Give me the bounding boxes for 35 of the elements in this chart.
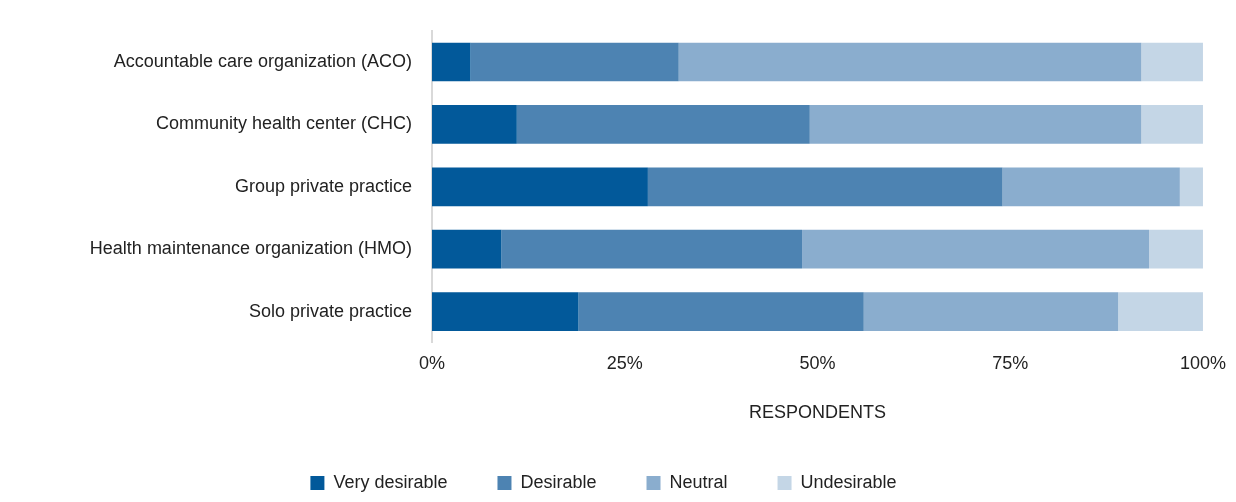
legend-label: Very desirable — [333, 471, 448, 492]
x-axis-title: RESPONDENTS — [748, 402, 887, 423]
x-tick-label: 0% — [418, 352, 446, 373]
bar — [1141, 105, 1203, 144]
legend-label: Neutral — [669, 471, 728, 492]
y-tick-label: Accountable care organization (ACO) — [113, 50, 412, 71]
bar — [470, 42, 679, 82]
bar — [501, 229, 803, 269]
y-tick-label: Solo private practice — [248, 300, 412, 321]
bar — [863, 292, 1119, 331]
bar — [1118, 292, 1203, 331]
bar — [1179, 167, 1203, 207]
legend-label: Undesirable — [800, 471, 897, 492]
bar — [432, 42, 471, 82]
bar — [678, 42, 1142, 82]
bar — [809, 105, 1142, 144]
bar — [1141, 42, 1203, 82]
bar — [1002, 167, 1180, 207]
x-tick-label: 50% — [799, 352, 836, 373]
bar — [432, 167, 648, 207]
bar — [802, 229, 1150, 269]
bar — [432, 292, 579, 331]
bar — [578, 292, 864, 331]
bar — [432, 229, 502, 269]
x-tick-label: 75% — [992, 352, 1029, 373]
y-tick-label: Community health center (CHC) — [155, 113, 412, 134]
bar — [1149, 229, 1203, 269]
legend-label: Desirable — [520, 471, 597, 492]
bar — [647, 167, 1003, 207]
x-tick-label: 100% — [1179, 352, 1226, 373]
bar — [432, 105, 517, 144]
bar — [516, 105, 810, 144]
y-tick-label: Group private practice — [234, 175, 412, 196]
y-tick-label: Health maintenance organization (HMO) — [89, 238, 412, 259]
x-tick-label: 25% — [606, 352, 643, 373]
